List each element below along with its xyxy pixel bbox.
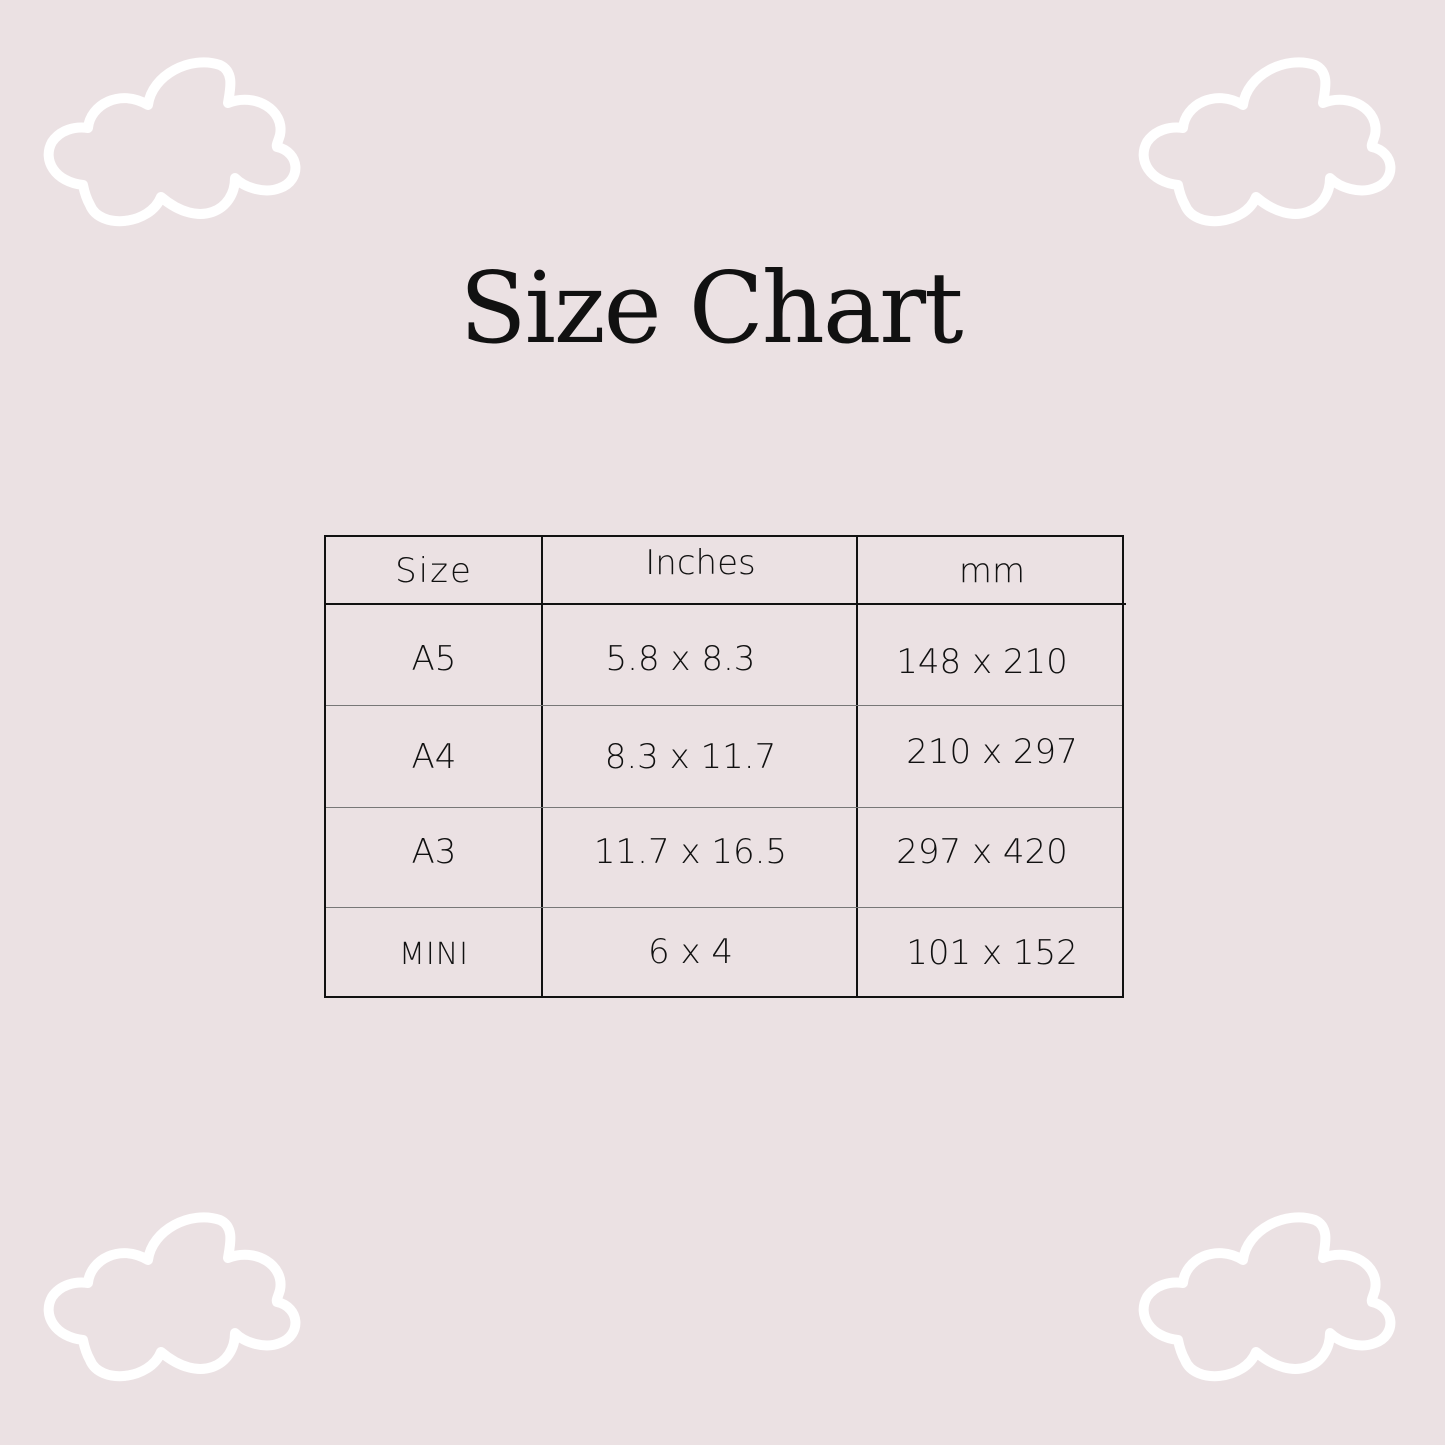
row-divider — [326, 907, 1122, 908]
header-size: Size — [395, 551, 473, 591]
table-cell: MINI — [398, 937, 470, 972]
table-cell: 8.3 x 11.7 — [604, 737, 777, 777]
header-mm: mm — [958, 551, 1026, 591]
table-cell: 297 x 420 — [896, 832, 1068, 872]
table-cell: 210 x 297 — [906, 732, 1078, 772]
table-cell: 101 x 152 — [906, 933, 1078, 973]
column-divider — [856, 537, 858, 996]
row-divider — [326, 705, 1122, 706]
header-divider — [326, 603, 1126, 605]
table-cell: A4 — [411, 737, 457, 777]
cloud-icon — [40, 1205, 310, 1395]
page-title: Size Chart — [459, 252, 963, 366]
cloud-icon — [40, 50, 310, 240]
table-cell: A5 — [411, 639, 457, 679]
table-cell: 148 x 210 — [896, 642, 1068, 682]
cloud-icon — [1135, 50, 1405, 240]
table-cell: 11.7 x 16.5 — [593, 832, 788, 872]
table-cell: A3 — [411, 832, 457, 872]
row-divider — [326, 807, 1122, 808]
table-cell: 6 x 4 — [648, 932, 733, 972]
cloud-icon — [1135, 1205, 1405, 1395]
table-cell: 5.8 x 8.3 — [605, 639, 756, 679]
column-divider — [541, 537, 543, 996]
size-table: Size Inches mm A5 5.8 x 8.3 148 x 210 A4… — [324, 535, 1126, 998]
header-inches: Inches — [645, 543, 756, 583]
